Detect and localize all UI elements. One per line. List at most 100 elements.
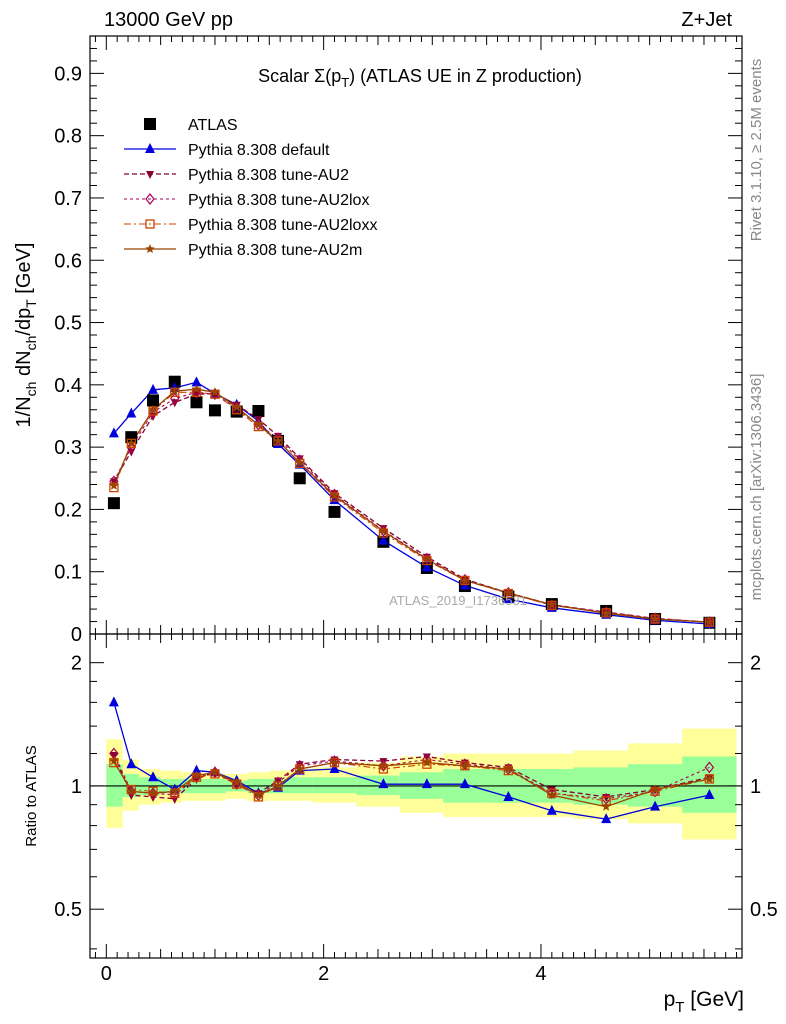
legend-label-atlas: ATLAS [188,117,238,134]
main-y-tick-label-7: 0.7 [54,188,82,210]
main-point-default-12 [421,561,432,572]
main-point-au2m-0 [109,480,119,490]
ratio-band-green-bin-9 [291,777,313,794]
ratio-point-au2m-3 [170,786,180,796]
main-y-tick-label-1: 0.1 [54,562,82,584]
main-panel-markers [107,375,716,629]
main-point-au2m-9 [294,457,305,467]
main-point-au2-4 [192,391,201,400]
main-point-au2lox-2 [148,406,158,419]
ratio-point-default-12 [421,778,432,789]
axes: 0 0.1 0.2 0.3 0.4 0.5 0.6 0.7 0.8 0.9 0 2 4 0.5 0.5 1 1 2… [54,35,778,985]
main-line-default [113,381,710,625]
chart-title: Scalar Σ(pT) (ATLAS UE in Z production) [258,66,582,90]
legend-label-au2lox: Pythia 8.308 tune-AU2lox [188,192,369,209]
main-point-au2m-4 [191,384,202,394]
main-point-au2m-11 [378,526,389,536]
main-y-tick-label-8: 0.8 [54,126,82,148]
rivet-version-label: Rivet 3.1.10, ≥ 2.5M events [748,59,765,242]
main-line-au2loxx [113,391,710,623]
main-point-au2m-3 [170,386,180,396]
ratio-band-green-bin-10 [312,777,357,794]
ratio-point-au2m-14 [503,763,514,774]
main-point-au2m-7 [253,419,264,429]
ratio-point-default-18 [704,789,715,800]
legend-marker-au2 [146,171,154,179]
ratio-point-au2m-5 [210,767,220,777]
legend-marker-default [145,143,155,153]
ratio-point-default-17 [650,800,661,811]
process-label: Z+Jet [681,9,732,31]
main-point-au2m-10 [329,490,340,500]
ratio-y-tick-label-right-2: 2 [750,653,761,675]
analysis-id-watermark: ATLAS_2019_I1736531 [389,593,527,608]
main-point-atlas-3 [168,375,181,388]
ratio-y-tick-label-left-2: 2 [71,653,82,675]
main-y-tick-label-3: 0.3 [54,437,82,459]
x-tick-label-1: 2 [318,963,329,985]
ratio-band-green-bin-18 [682,756,737,813]
main-line-au2lox [113,391,710,623]
ratio-y-tick-label-left-1: 1 [71,776,82,798]
main-point-atlas-10 [328,505,341,518]
main-point-default-11 [378,534,389,545]
main-point-au2lox-4 [191,386,202,399]
legend: ATLAS Pythia 8.308 default Pythia 8.308 tu… [124,117,377,259]
main-point-atlas-4 [190,396,203,409]
ratio-point-au2m-13 [460,760,470,770]
ratio-point-default-13 [459,778,470,789]
ratio-point-default-1 [126,758,137,769]
ratio-point-au2-0 [109,752,118,761]
main-y-tick-label-2: 0.2 [54,499,82,521]
main-point-default-1 [126,407,137,418]
ratio-point-au2m-8 [273,780,283,790]
ratio-point-au2-12 [422,753,431,762]
main-point-au2m-16 [601,608,611,618]
ratio-uncertainty-bands [106,728,737,840]
x-tick-label-2: 4 [535,963,546,985]
ratio-point-au2m-16 [601,801,611,811]
main-point-au2m-8 [273,435,283,445]
ratio-point-au2m-7 [253,790,264,800]
ratio-point-au2m-1 [126,786,137,796]
ratio-point-default-14 [503,790,514,801]
main-point-atlas-1 [125,431,138,444]
main-point-atlas-9 [293,472,306,485]
main-point-default-4 [191,376,202,387]
ratio-point-au2m-15 [547,790,557,800]
main-y-tick-label-0: 0 [71,624,82,646]
main-y-axis-label: 1/Nch dNch/dpT [GeV] [13,243,39,428]
main-point-au2m-6 [231,402,242,412]
main-point-default-2 [148,383,159,394]
main-point-default-0 [108,427,119,438]
ratio-point-au2m-12 [422,757,432,767]
ratio-point-default-11 [378,778,389,789]
main-point-au2m-1 [126,438,137,448]
ratio-point-au2m-10 [329,757,340,767]
ratio-point-au2lox-18 [704,761,715,774]
ratio-point-default-0 [108,696,119,707]
main-point-au2m-2 [148,404,158,414]
main-y-tick-label-9: 0.9 [54,63,82,85]
legend-label-au2loxx: Pythia 8.308 tune-AU2loxx [188,217,377,234]
ratio-point-au2m-17 [650,784,660,794]
ratio-point-default-15 [546,804,557,815]
legend-label-au2: Pythia 8.308 tune-AU2 [188,167,349,184]
main-point-atlas-5 [208,404,221,417]
x-tick-label-0: 0 [101,963,112,985]
legend-marker-au2lox [145,193,155,205]
ratio-y-tick-label-right-1: 1 [750,776,761,798]
legend-marker-au2m [145,244,155,254]
main-point-au2m-5 [210,387,220,397]
legend-label-au2m: Pythia 8.308 tune-AU2m [188,242,362,259]
ratio-point-au2lox-3 [169,789,180,802]
main-line-au2 [113,392,710,623]
ratio-y-tick-label-right-0: 0.5 [750,899,778,921]
mcplots-reference-label: mcplots.cern.ch [arXiv:1306.3436] [748,374,765,601]
main-panel-series-lines [113,381,710,625]
ratio-point-au2lox-15 [547,787,557,800]
legend-marker-au2loxx [145,219,155,229]
main-y-tick-label-5: 0.5 [54,313,82,335]
ratio-point-default-10 [329,762,340,773]
